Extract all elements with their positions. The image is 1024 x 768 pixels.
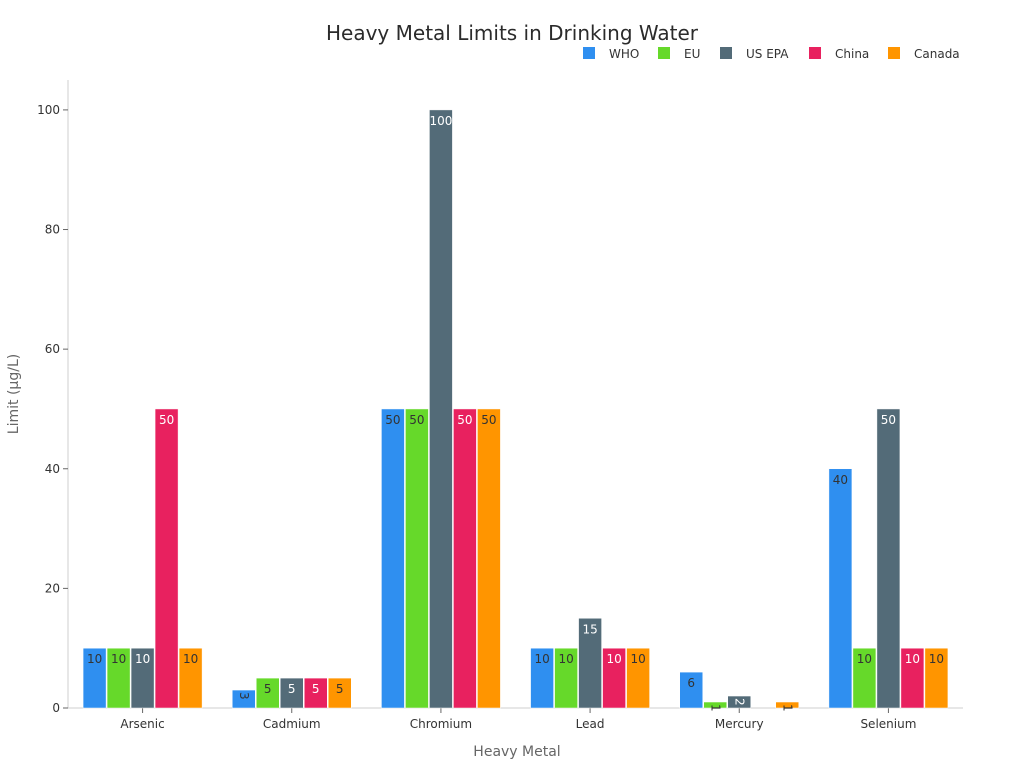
- legend-label: US EPA: [746, 47, 789, 61]
- bar-china-chromium: [453, 408, 477, 709]
- bar-us-epa-lead: [578, 618, 602, 709]
- bar-eu-selenium: [852, 647, 877, 709]
- bar-who-selenium: [828, 468, 853, 709]
- y-tick-label: 40: [45, 462, 60, 476]
- x-tick-label: Chromium: [410, 717, 472, 731]
- data-label: 50: [409, 413, 424, 427]
- legend-label: WHO: [609, 47, 639, 61]
- data-label: 10: [929, 652, 944, 666]
- x-tick-label: Lead: [576, 717, 605, 731]
- chart-title: Heavy Metal Limits in Drinking Water: [326, 21, 699, 45]
- bar-eu-cadmium: [256, 677, 280, 709]
- legend-label: China: [835, 47, 869, 61]
- legend-label: Canada: [914, 47, 960, 61]
- legend-swatch-us-epa: [720, 47, 732, 59]
- data-label: 100: [429, 114, 452, 128]
- bar-canada-lead: [626, 647, 650, 709]
- bar-who-lead: [530, 647, 554, 709]
- bar-eu-chromium: [405, 408, 429, 709]
- bar-china-lead: [602, 647, 626, 709]
- x-tick-label: Mercury: [715, 717, 764, 731]
- data-label: 10: [534, 652, 549, 666]
- axes: 0 20 40 60 80 100 Arsenic Cadmium Chromium Lead Me…: [37, 80, 963, 731]
- y-tick-label: 80: [45, 223, 60, 237]
- bar-who-arsenic: [82, 647, 107, 709]
- bar-eu-lead: [554, 647, 578, 709]
- data-label: 50: [159, 413, 174, 427]
- data-label: 40: [833, 473, 848, 487]
- data-label: 50: [881, 413, 896, 427]
- bars: 10 10 10 50 10 3 5 5 5 5 50 50 100 50 50 10 10 15 10 10 6 1 2 1…: [82, 109, 949, 712]
- bar-canada-arsenic: [178, 647, 203, 709]
- data-label: 10: [905, 652, 920, 666]
- legend: WHO EU US EPA China Canada: [583, 47, 960, 61]
- y-tick-label: 60: [45, 342, 60, 356]
- data-label: 6: [687, 676, 695, 690]
- bar-china-cadmium: [304, 677, 328, 709]
- bar-canada-selenium: [924, 647, 949, 709]
- data-label: 10: [857, 652, 872, 666]
- legend-swatch-china: [809, 47, 821, 59]
- bar-who-chromium: [381, 408, 405, 709]
- bar-eu-mercury: [703, 701, 727, 709]
- bar-china-selenium: [900, 647, 925, 709]
- bar-us-epa-arsenic: [130, 647, 155, 709]
- data-label: 10: [87, 652, 102, 666]
- bar-us-epa-mercury: [727, 695, 751, 709]
- y-tick-label: 20: [45, 581, 60, 595]
- bar-us-epa-selenium: [876, 408, 901, 709]
- data-label: 10: [135, 652, 150, 666]
- data-label: 10: [111, 652, 126, 666]
- data-label: 2: [732, 698, 746, 706]
- y-tick-label: 0: [52, 701, 60, 715]
- data-label: 50: [457, 413, 472, 427]
- bar-china-arsenic: [154, 408, 179, 709]
- legend-swatch-eu: [658, 47, 670, 59]
- x-tick-label: Cadmium: [263, 717, 321, 731]
- data-label: 10: [630, 652, 645, 666]
- legend-swatch-who: [583, 47, 595, 59]
- data-label: 1: [780, 704, 794, 712]
- x-tick-label: Selenium: [860, 717, 916, 731]
- bar-who-mercury: [679, 671, 703, 709]
- data-label: 50: [481, 413, 496, 427]
- data-label: 10: [606, 652, 621, 666]
- data-label: 15: [582, 622, 597, 636]
- data-label: 3: [237, 692, 251, 700]
- legend-swatch-canada: [888, 47, 900, 59]
- data-label: 5: [264, 682, 272, 696]
- bar-eu-arsenic: [106, 647, 131, 709]
- bar-us-epa-chromium: [429, 109, 453, 709]
- bar-who-cadmium: [232, 689, 256, 709]
- bar-canada-cadmium: [328, 677, 352, 709]
- bar-us-epa-cadmium: [280, 677, 304, 709]
- data-label: 5: [288, 682, 296, 696]
- x-tick-label: Arsenic: [120, 717, 164, 731]
- y-tick-label: 100: [37, 103, 60, 117]
- legend-label: EU: [684, 47, 700, 61]
- data-label: 1: [708, 704, 722, 712]
- bar-canada-mercury: [775, 701, 799, 709]
- data-label: 5: [336, 682, 344, 696]
- data-label: 50: [385, 413, 400, 427]
- bar-canada-chromium: [477, 408, 501, 709]
- x-axis-label: Heavy Metal: [473, 744, 560, 760]
- data-label: 10: [183, 652, 198, 666]
- data-label: 10: [558, 652, 573, 666]
- y-axis-label: Limit (µg/L): [6, 354, 22, 434]
- data-label: 5: [312, 682, 320, 696]
